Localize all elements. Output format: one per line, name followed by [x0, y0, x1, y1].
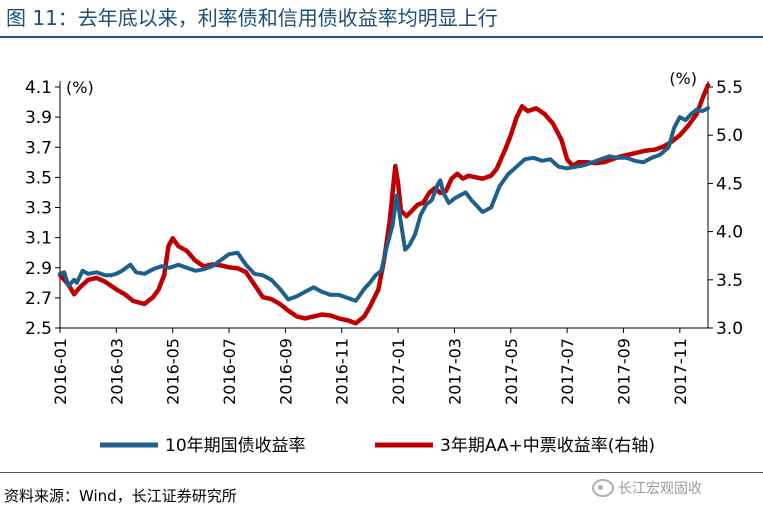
y-left-tick-label: 3.7: [25, 138, 52, 158]
line-chart: 2.5 2.7 2.9 3.1 3.3 3.5 3.7 3.9 4.1 (%) 3.0 3.5 4.0 4…: [25, 69, 743, 456]
wechat-icon: [592, 479, 614, 497]
x-tick-label: 2016-09: [276, 338, 295, 405]
x-tick-label: 2016-07: [220, 338, 239, 405]
x-tick-label: 2017-07: [558, 338, 577, 405]
series-lines: [57, 82, 711, 326]
series-line-mtn-3y-aa-plus: [57, 82, 711, 326]
watermark-text: 长江宏观固收: [618, 481, 702, 497]
watermark: 长江宏观固收: [592, 478, 702, 498]
x-tick-label: 2016-03: [107, 338, 126, 405]
x-tick-label: 2016-11: [333, 338, 352, 405]
y-right-tick-label: 3.0: [716, 319, 743, 339]
y-left-tick-label: 3.3: [25, 199, 52, 219]
legend-treasury-10y-label: 10年期国债收益率: [165, 436, 306, 456]
source-rule: [0, 472, 763, 473]
y-right-tick-label: 4.0: [716, 223, 743, 243]
legend-mtn-3y-aa-plus-label: 3年期AA+中票收益率(右轴): [440, 436, 655, 456]
y-right-tick-label: 5.5: [716, 78, 743, 98]
y-left-tick-label: 2.5: [25, 319, 52, 339]
figure-title: 图 11：去年底以来，利率债和信用债收益率均明显上行: [6, 6, 498, 30]
x-tick-label: 2017-01: [389, 338, 408, 405]
x-tick-label: 2017-11: [671, 338, 690, 405]
y-left-tick-label: 2.7: [25, 289, 52, 309]
y-left-tick-label: 4.1: [25, 78, 52, 98]
y-right-tick-label: 4.5: [716, 174, 743, 194]
series-line-treasury-10y: [58, 106, 710, 303]
x-tick-label: 2017-09: [614, 338, 633, 405]
y-left-tick-label: 2.9: [25, 259, 52, 279]
title-rule: [0, 36, 763, 38]
y-left-tick-label: 3.1: [25, 229, 52, 249]
y-left-unit: (%): [66, 78, 94, 97]
x-tick-label: 2017-03: [445, 338, 464, 405]
source-note: 资料来源：Wind，长江证券研究所: [4, 487, 237, 505]
x-tick-label: 2016-05: [164, 338, 183, 405]
x-tick-label: 2016-01: [51, 338, 70, 405]
y-left-tick-label: 3.5: [25, 168, 52, 188]
y-right-tick-label: 3.5: [716, 271, 743, 291]
y-left-tick-label: 3.9: [25, 108, 52, 128]
x-tick-label: 2017-05: [502, 338, 521, 405]
y-right-tick-label: 5.0: [716, 126, 743, 146]
y-right-unit: (%): [669, 69, 697, 88]
axes: 2.5 2.7 2.9 3.1 3.3 3.5 3.7 3.9 4.1 (%) 3.0 3.5 4.0 4…: [25, 69, 743, 405]
legend: 10年期国债收益率 3年期AA+中票收益率(右轴): [100, 436, 655, 456]
